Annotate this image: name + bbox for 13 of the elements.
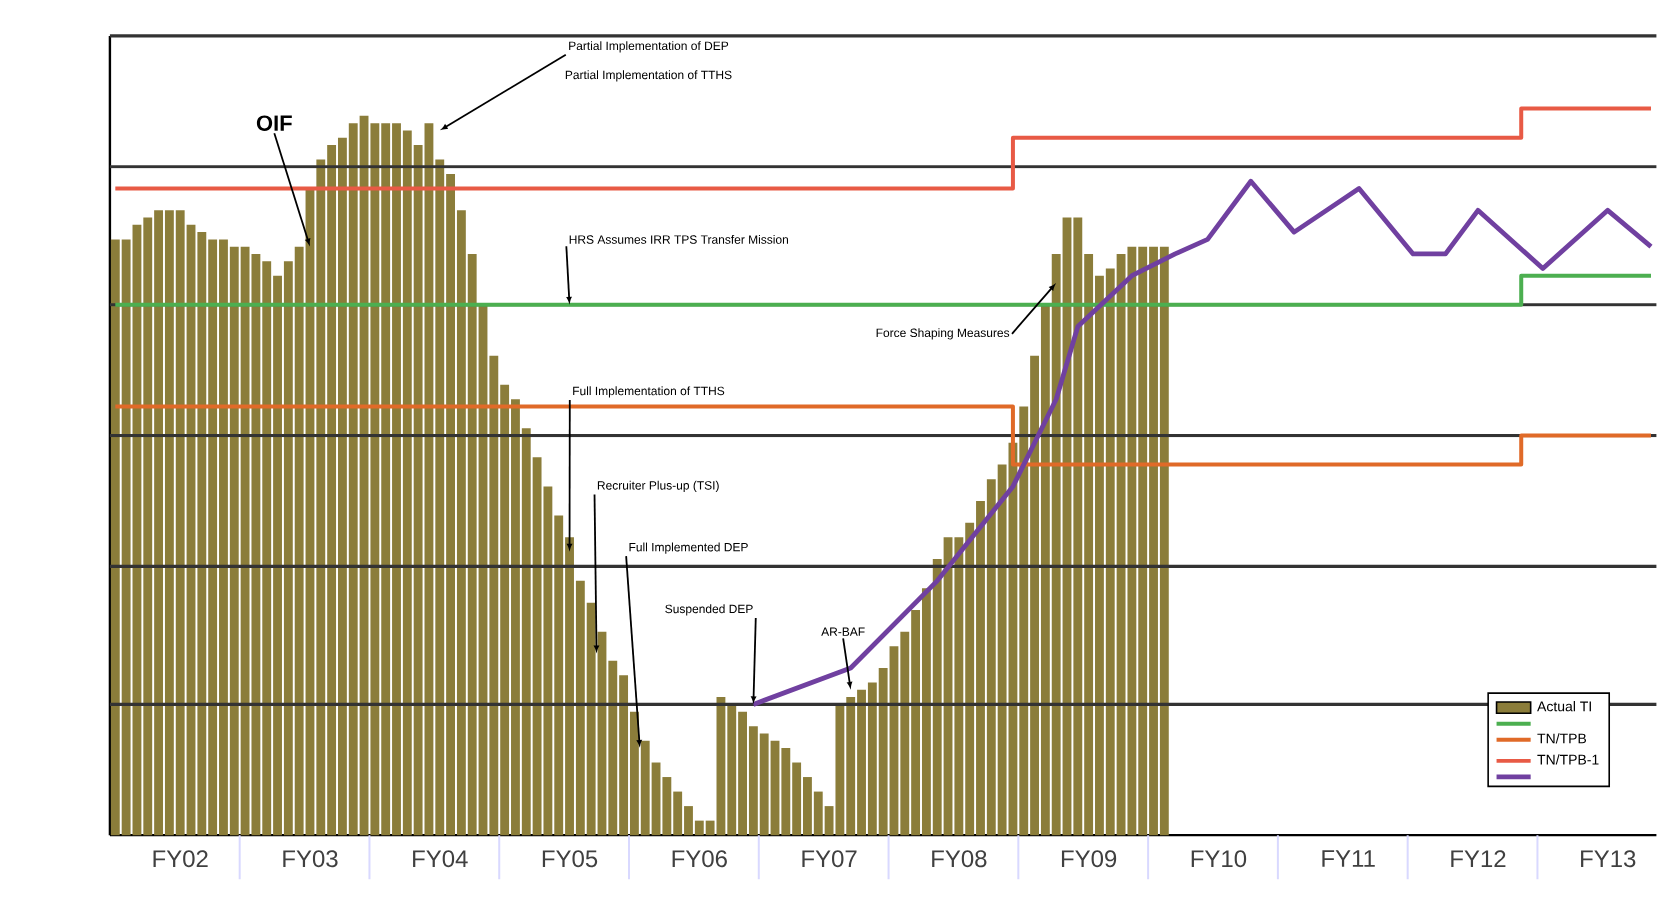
x-tick-label: FY12 [1451,850,1506,868]
x-tick-label: FY11 [1322,850,1375,868]
annotation: OIF [256,115,292,132]
x-tick-label: FY06 [672,850,727,868]
x-tick-label: FY09 [1061,850,1117,868]
x-tick-label: FY04 [413,850,468,868]
x-tick-label: FY03 [283,850,338,868]
x-tick-label: FY05 [542,850,598,868]
x-tick-label: FY13 [1581,850,1636,868]
x-tick-label: FY07 [802,850,857,868]
x-tick-label: FY10 [1191,850,1247,868]
x-tick-label: FY02 [153,850,208,868]
x-tick-label: FY08 [932,850,987,868]
